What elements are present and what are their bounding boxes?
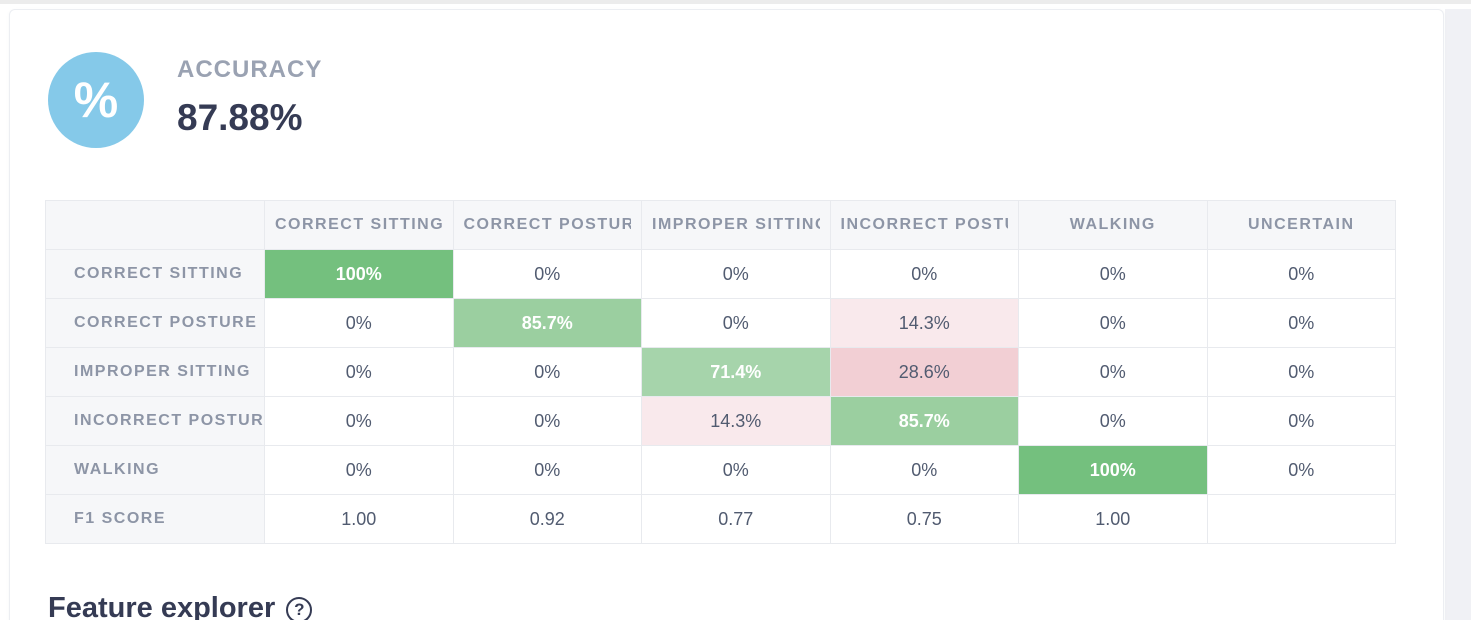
matrix-cell: 0% [452, 445, 642, 495]
matrix-cell: 0% [452, 347, 642, 397]
matrix-cell: 100% [1018, 445, 1208, 495]
matrix-cell: 1.00 [264, 494, 454, 544]
matrix-cell: 0% [1018, 396, 1208, 446]
matrix-cell: 1.00 [1018, 494, 1208, 544]
matrix-cell: 14.3% [829, 298, 1019, 348]
matrix-cell: 0% [264, 396, 454, 446]
row-header: CORRECT SITTING [45, 249, 265, 299]
matrix-cell: 0% [1018, 298, 1208, 348]
matrix-cell: 0% [829, 249, 1019, 299]
confusion-matrix-header: CORRECT SITTING CORRECT POSTURE IMPROPER S… [45, 200, 1396, 250]
column-header: IMPROPER SITTING [641, 200, 831, 250]
column-header: UNCERTAIN [1206, 200, 1396, 250]
column-header: INCORRECT POSTURE [829, 200, 1019, 250]
row-header: F1 SCORE [45, 494, 265, 544]
matrix-cell: 85.7% [829, 396, 1019, 446]
matrix-cell: 0% [641, 249, 831, 299]
matrix-row: F1 SCORE 1.00 0.92 0.77 0.75 1.00 [45, 494, 1396, 544]
matrix-cell: 0% [452, 396, 642, 446]
matrix-cell: 71.4% [641, 347, 831, 397]
accuracy-value: 87.88% [177, 97, 303, 138]
column-header: CORRECT POSTURE [452, 200, 642, 250]
row-header: CORRECT POSTURE [45, 298, 265, 348]
confusion-matrix-table: CORRECT SITTING CORRECT POSTURE IMPROPER S… [45, 200, 1396, 544]
matrix-cell: 28.6% [829, 347, 1019, 397]
feature-explorer-title: Feature explorer [48, 592, 276, 620]
matrix-cell: 0% [1018, 347, 1208, 397]
matrix-row: CORRECT POSTURE 0% 85.7% 0% 14.3% 0% 0% [45, 298, 1396, 348]
matrix-cell: 0% [264, 445, 454, 495]
matrix-cell: 0% [264, 298, 454, 348]
matrix-row: WALKING 0% 0% 0% 0% 100% 0% [45, 445, 1396, 495]
column-header: WALKING [1018, 200, 1208, 250]
matrix-cell: 0% [641, 298, 831, 348]
matrix-cell: 0% [1206, 445, 1396, 495]
matrix-cell: 0% [829, 445, 1019, 495]
row-header: IMPROPER SITTING [45, 347, 265, 397]
row-header: WALKING [45, 445, 265, 495]
help-icon[interactable]: ? [286, 597, 313, 620]
matrix-cell: 0% [1018, 249, 1208, 299]
matrix-row: IMPROPER SITTING 0% 0% 71.4% 28.6% 0% 0% [45, 347, 1396, 397]
matrix-cell: 14.3% [641, 396, 831, 446]
page-background-strip [1445, 9, 1471, 620]
matrix-cell: 0% [641, 445, 831, 495]
matrix-cell: 0% [452, 249, 642, 299]
percent-icon: % [48, 52, 144, 148]
matrix-cell: 0% [1206, 249, 1396, 299]
matrix-cell: 85.7% [452, 298, 642, 348]
matrix-cell: 0% [1206, 347, 1396, 397]
matrix-cell: 0.92 [452, 494, 642, 544]
matrix-corner-cell [45, 200, 265, 250]
matrix-cell: 0% [1206, 298, 1396, 348]
matrix-cell: 0.77 [641, 494, 831, 544]
matrix-row: CORRECT SITTING 100% 0% 0% 0% 0% 0% [45, 249, 1396, 299]
column-header: CORRECT SITTING [264, 200, 454, 250]
matrix-row: INCORRECT POSTURE 0% 0% 14.3% 85.7% 0% 0% [45, 396, 1396, 446]
matrix-cell: 0% [1206, 396, 1396, 446]
matrix-cell: 0% [264, 347, 454, 397]
matrix-cell [1206, 494, 1396, 544]
top-divider [0, 0, 1471, 4]
row-header: INCORRECT POSTURE [45, 396, 265, 446]
matrix-cell: 0.75 [829, 494, 1019, 544]
accuracy-label: ACCURACY [177, 56, 323, 83]
feature-explorer-heading: Feature explorer ? [48, 592, 313, 620]
matrix-cell: 100% [264, 249, 454, 299]
percent-icon-glyph: % [73, 72, 119, 128]
